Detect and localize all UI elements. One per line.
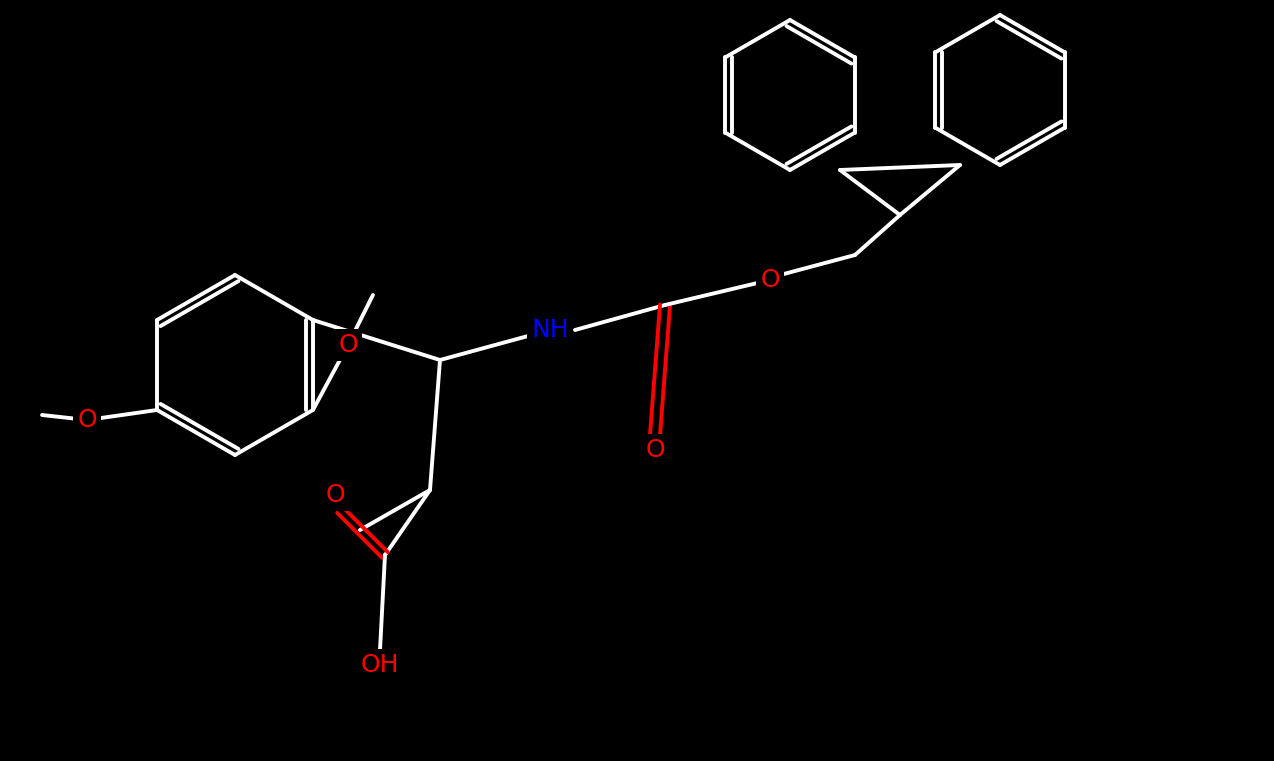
Text: O: O: [78, 408, 97, 432]
Text: O: O: [338, 333, 358, 357]
Text: O: O: [761, 268, 780, 292]
Text: O: O: [645, 438, 665, 462]
Text: NH: NH: [531, 318, 568, 342]
Text: O: O: [325, 483, 345, 507]
Text: OH: OH: [361, 653, 399, 677]
